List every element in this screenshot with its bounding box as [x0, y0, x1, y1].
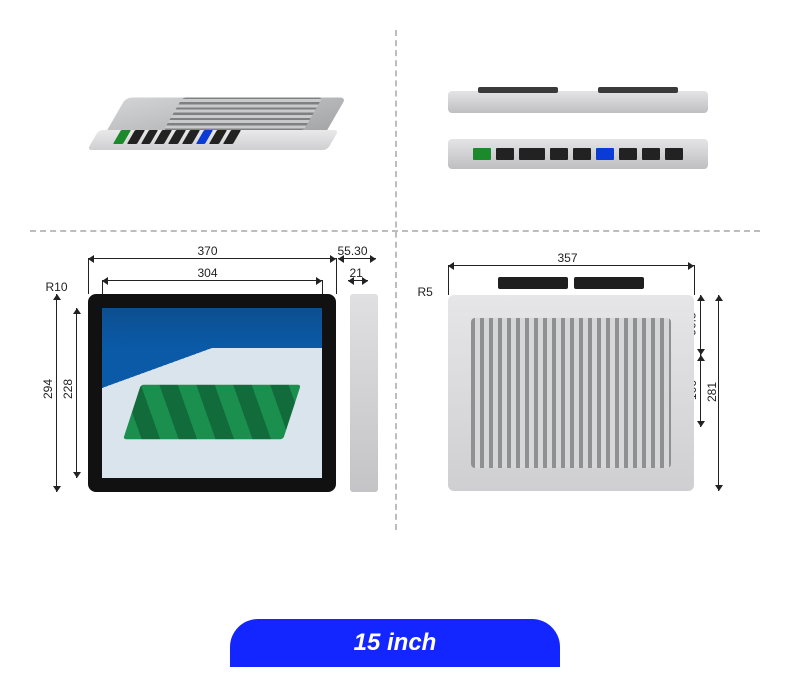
dim-back-height: 281	[705, 382, 719, 402]
dim-screen-width: 304	[198, 266, 218, 280]
dimline-slot-v	[700, 355, 701, 427]
dim-back-width: 357	[558, 251, 578, 265]
back-panel	[448, 295, 694, 491]
profile-top	[448, 91, 708, 113]
size-label-pill: 15 inch	[230, 619, 560, 667]
dimline-slot-margin	[700, 295, 701, 355]
view-side-profiles	[395, 30, 760, 230]
io-ports-iso	[112, 130, 240, 144]
dimline-outer-width	[88, 258, 336, 259]
dim-depth-step: 21	[350, 266, 363, 280]
dim-corner-radius: R10	[46, 280, 68, 294]
dimline-depth	[338, 258, 376, 259]
view-back-dimensions: 357 R5 100 281 90.5 100	[395, 230, 760, 550]
dimline-screen-width	[102, 280, 322, 281]
dim-back-radius: R5	[418, 285, 433, 299]
dim-depth-total: 55.30	[338, 244, 368, 258]
divider-vertical	[395, 30, 397, 530]
dim-outer-width: 370	[198, 244, 218, 258]
mount-slot	[574, 277, 644, 289]
heatsink-fins	[471, 318, 671, 468]
size-label-text: 15 inch	[354, 629, 437, 657]
dimline-screen-height	[76, 308, 77, 478]
front-panel	[88, 294, 336, 492]
display-screen	[102, 308, 322, 478]
dimline-depth-step	[348, 280, 368, 281]
iso-render	[73, 70, 353, 190]
side-depth-bar	[350, 294, 378, 492]
profile-ports	[448, 139, 708, 169]
dim-screen-height: 228	[61, 379, 75, 399]
dimline-back-width	[448, 265, 694, 266]
dim-outer-height: 294	[41, 379, 55, 399]
view-front-dimensions: 370 304 R10 55.30 21 294 228	[30, 230, 395, 550]
dimline-outer-height	[56, 294, 57, 492]
mount-slot	[498, 277, 568, 289]
view-isometric	[30, 30, 395, 230]
